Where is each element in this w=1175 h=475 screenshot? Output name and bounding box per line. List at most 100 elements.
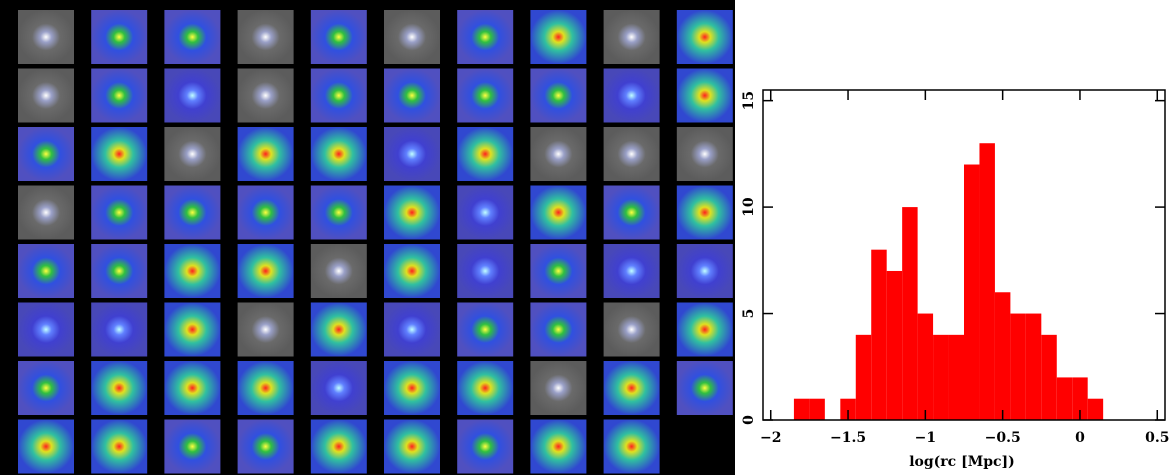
thumbnail [18,361,74,415]
bar [949,335,964,420]
bar [918,314,933,420]
thumbnail [238,244,294,298]
thumbnail [530,244,586,298]
bar [1057,377,1072,420]
bar [1026,314,1041,420]
thumbnail [384,303,440,357]
bar [1041,335,1056,420]
thumbnail [164,186,220,240]
thumbnail [311,127,367,181]
thumbnail [457,244,513,298]
thumbnail [91,127,147,181]
thumbnail [457,10,513,64]
thumbnail [677,186,733,240]
figure: log(rc [Mpc]) −2−1.5−1−0.500.5051015 [0,0,1175,475]
bar [979,143,994,420]
thumbnail [530,10,586,64]
y-tick-label: 5 [741,309,757,319]
x-tick-label: −1 [915,430,936,446]
thumbnail [164,244,220,298]
bar [1010,314,1025,420]
thumbnail [677,244,733,298]
thumbnail [311,244,367,298]
thumbnail [91,420,147,474]
thumbnail [530,69,586,123]
thumbnail [164,69,220,123]
thumbnail [530,186,586,240]
thumbnail [238,420,294,474]
x-tick-label: 0.5 [1145,430,1169,446]
bar [964,165,979,420]
thumbnail [530,303,586,357]
y-tick-label: 0 [741,415,757,425]
thumbnail [604,69,660,123]
thumbnail [530,127,586,181]
thumbnail [384,10,440,64]
thumbnail [457,420,513,474]
thumbnail [384,244,440,298]
x-tick-label: 0 [1075,430,1085,446]
thumbnail [384,361,440,415]
x-axis-label: log(rc [Mpc]) [909,454,1015,470]
bar [887,271,902,420]
thumbnail [677,361,733,415]
bar [809,399,824,420]
thumbnail [91,303,147,357]
thumbnail [384,69,440,123]
y-tick-label: 10 [741,197,757,217]
thumbnail [91,244,147,298]
thumbnail [18,186,74,240]
thumbnail [238,303,294,357]
bar [794,399,809,420]
thumbnail [238,127,294,181]
thumbnail [457,127,513,181]
thumbnail [18,69,74,123]
thumbnail [91,10,147,64]
thumbnail [457,69,513,123]
thumbnail [18,420,74,474]
bar [902,207,917,420]
thumbnail [604,186,660,240]
thumbnail [91,69,147,123]
thumbnail [311,186,367,240]
thumbnail [384,186,440,240]
page: {"chart_data": {"type": "histogram", "xl… [0,0,1175,475]
thumbnail [238,186,294,240]
bar [856,335,871,420]
thumbnail [91,361,147,415]
thumbnail [457,186,513,240]
thumbnail [238,69,294,123]
thumbnail [311,361,367,415]
bar [933,335,948,420]
y-tick-label: 15 [741,91,757,110]
thumbnail [604,244,660,298]
thumbnail [18,244,74,298]
thumbnail [384,127,440,181]
thumbnail [677,10,733,64]
bar [871,250,886,420]
thumbnail [311,10,367,64]
thumbnail [530,361,586,415]
thumbnail [604,127,660,181]
thumbnail [164,361,220,415]
thumbnail [18,10,74,64]
thumbnail [384,420,440,474]
thumbnail [164,127,220,181]
thumbnail [164,303,220,357]
thumbnail [677,303,733,357]
thumbnail [604,10,660,64]
thumbnail [238,361,294,415]
thumbnail [238,10,294,64]
thumbnail [91,186,147,240]
thumbnail [677,127,733,181]
thumbnail [677,69,733,123]
x-tick-label: −1.5 [830,430,866,446]
thumbnail [18,127,74,181]
thumbnail [457,361,513,415]
thumbnail [530,420,586,474]
thumbnail [604,361,660,415]
thumbnail [18,303,74,357]
thumbnail [604,303,660,357]
thumbnail [311,69,367,123]
x-tick-label: −2 [760,430,781,446]
